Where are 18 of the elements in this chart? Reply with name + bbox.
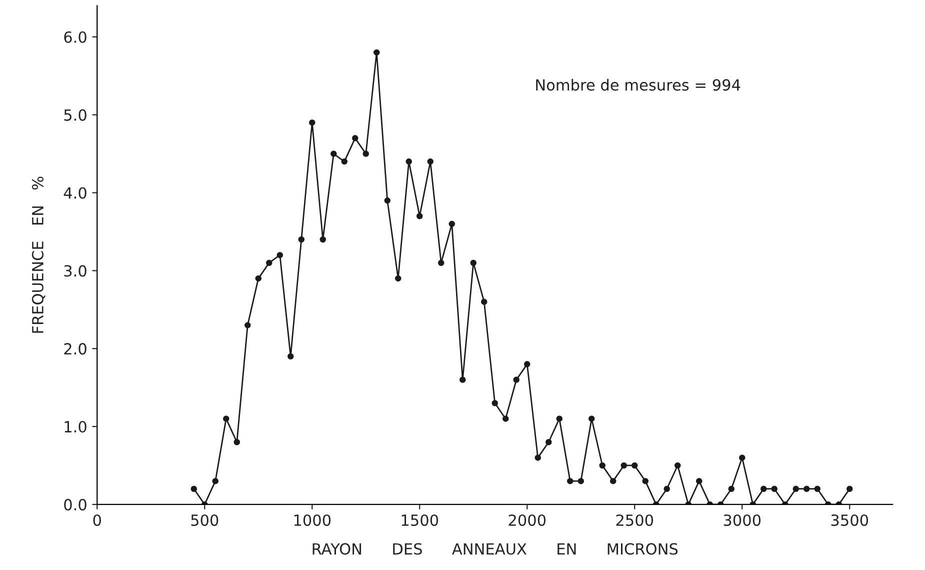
x-tick-label: 1500 (402, 514, 438, 526)
y-tick-label: 4.0 (64, 187, 86, 199)
y-tick-label: 5.0 (64, 109, 86, 121)
x-tick-label: 2000 (508, 514, 546, 526)
x-tick-label: 2500 (616, 514, 654, 526)
y-tick-label: 3.0 (64, 265, 86, 277)
y-tick-label: 1.0 (64, 420, 86, 433)
x-axis-title: RAYON DES ANNEAUX EN MICRONS (312, 543, 678, 555)
x-tick-label: 0 (93, 514, 101, 526)
y-axis-title: FREQUENCE EN % (32, 176, 46, 333)
x-tick-label: 3000 (724, 514, 761, 526)
y-tick-label: 0.0 (64, 498, 86, 510)
annotation: Nombre de mesures = 994 (536, 78, 740, 91)
y-tick-label: 2.0 (64, 343, 86, 355)
y-tick-label: 6.0 (64, 31, 86, 43)
x-tick-label: 1000 (294, 514, 331, 526)
x-tick-label: 500 (191, 514, 218, 526)
x-tick-label: 3500 (831, 514, 868, 526)
